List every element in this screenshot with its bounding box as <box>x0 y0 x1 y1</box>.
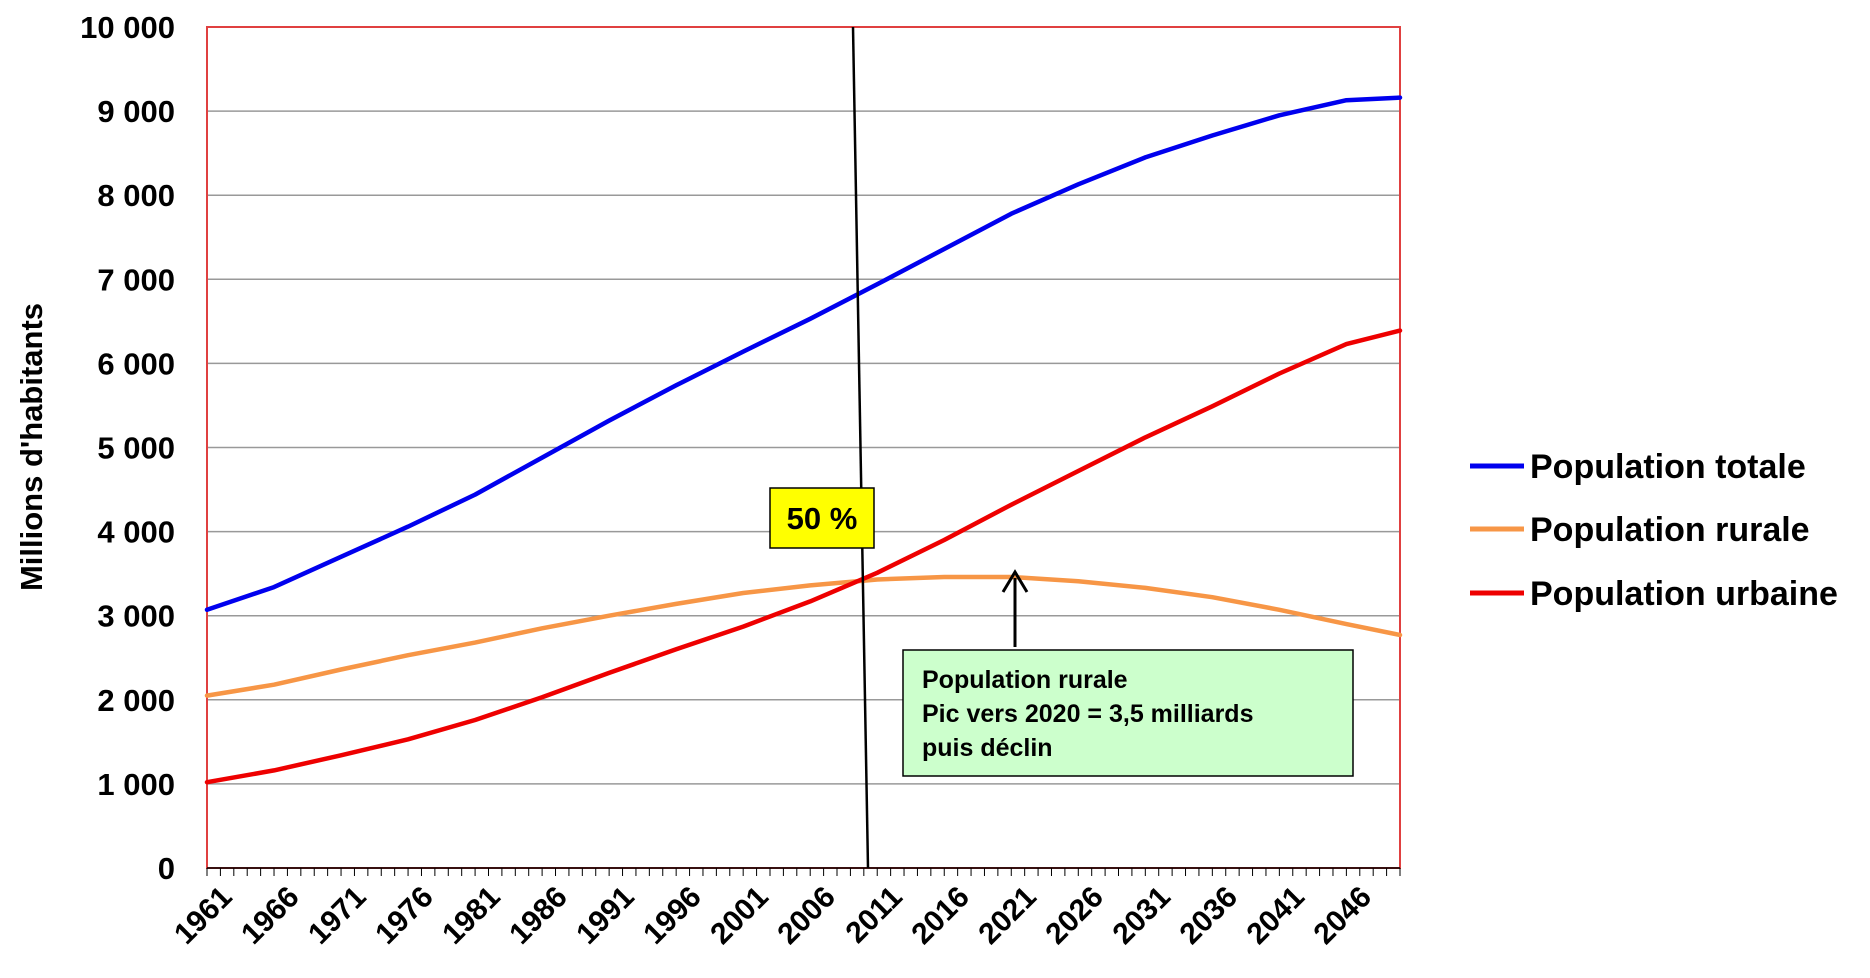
x-tick-label: 2011 <box>840 880 909 949</box>
x-tick-label: 1986 <box>503 880 574 951</box>
series-line-1 <box>204 574 1403 698</box>
x-tick-label: 2021 <box>972 880 1043 951</box>
x-tick-label: 1996 <box>637 880 708 951</box>
x-tick-label: 2036 <box>1173 880 1244 951</box>
legend: Population totale Population rurale Popu… <box>1470 448 1838 613</box>
y-tick-label: 7 000 <box>97 262 175 297</box>
x-minor-ticks <box>206 867 1401 876</box>
series-lines <box>204 95 1403 785</box>
x-tick-label: 2001 <box>704 880 775 951</box>
rural-peak-callout: Population rurale Pic vers 2020 = 3,5 mi… <box>902 569 1354 777</box>
rural-peak-line-1: Population rurale <box>922 666 1128 694</box>
legend-label-rural: Population rurale <box>1530 511 1810 549</box>
x-tick-label: 1976 <box>369 880 440 951</box>
x-tick-label: 1981 <box>436 880 507 951</box>
y-tick-label: 10 000 <box>80 10 175 45</box>
fifty-percent-box <box>769 487 875 549</box>
legend-label-urban: Population urbaine <box>1530 575 1838 613</box>
y-tick-label: 2 000 <box>97 683 175 718</box>
x-tick-label: 2026 <box>1039 880 1110 951</box>
x-tick-label: 2031 <box>1106 880 1177 951</box>
x-tick-label: 1966 <box>235 880 306 951</box>
y-tick-label: 5 000 <box>97 431 175 466</box>
y-axis-label: Millions d'habitants <box>14 303 49 591</box>
y-tick-label: 1 000 <box>97 767 175 802</box>
y-tick-label: 8 000 <box>97 178 175 213</box>
y-tick-label: 3 000 <box>97 599 175 634</box>
rural-peak-box <box>902 649 1354 777</box>
y-tick-labels: 0 1 000 2 000 3 000 4 000 5 000 6 000 7 000 8 00… <box>80 10 175 886</box>
legend-label-total: Population totale <box>1530 448 1806 486</box>
fifty-percent-callout: 50 % <box>769 487 875 549</box>
y-tick-label: 4 000 <box>97 515 175 550</box>
y-tick-label: 9 000 <box>97 94 175 129</box>
x-tick-label: 1991 <box>570 880 641 951</box>
fifty-percent-label: 50 % <box>787 501 858 536</box>
x-tick-label: 1971 <box>302 880 373 951</box>
x-tick-label: 2016 <box>905 880 976 951</box>
y-tick-label: 6 000 <box>97 346 175 381</box>
x-tick-label: 2041 <box>1240 880 1311 951</box>
x-tick-label: 1961 <box>168 880 239 951</box>
y-tick-label: 0 <box>158 851 175 886</box>
rural-peak-arrow-head <box>1001 569 1029 593</box>
x-tick-labels: 1961196619711976198119861991199620012006… <box>168 880 1378 951</box>
x-tick-label: 2006 <box>771 880 842 951</box>
series-line-0 <box>204 95 1403 613</box>
rural-peak-line-2: Pic vers 2020 = 3,5 milliards <box>922 700 1253 728</box>
x-tick-label: 2046 <box>1308 880 1379 951</box>
rural-peak-line-3: puis déclin <box>922 734 1053 762</box>
fifty-percent-marker-line <box>851 26 870 869</box>
series-line-2 <box>204 328 1403 785</box>
